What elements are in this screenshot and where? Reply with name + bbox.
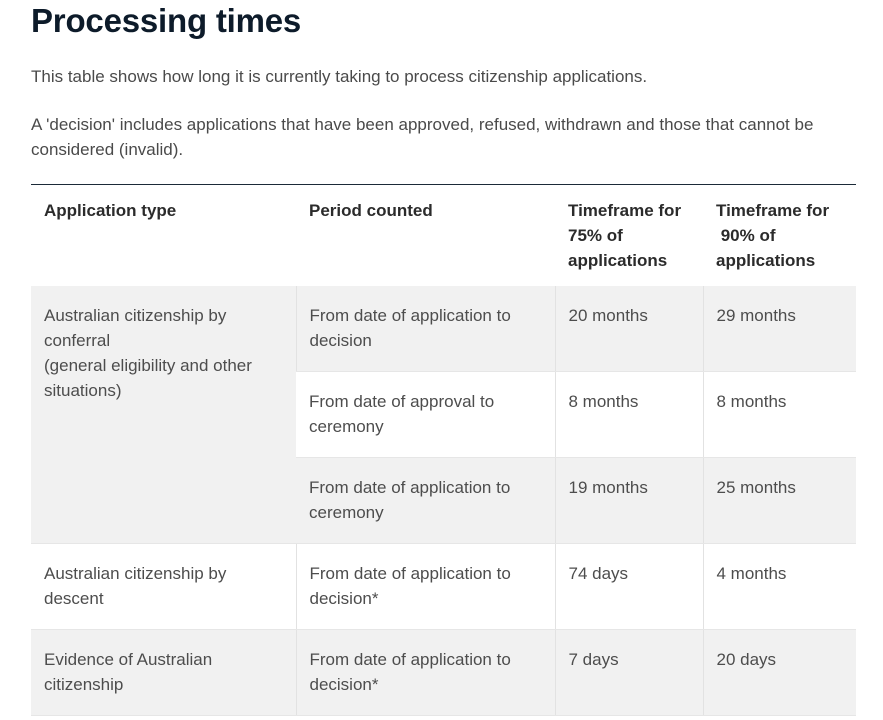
header-timeframe-75: Timeframe for 75% of applications [568, 201, 682, 270]
cell-timeframe-90: 20 days [702, 629, 856, 716]
cell-application-type: Australian citizenship by conferral (gen… [31, 286, 296, 544]
cell-period: From date of application to ceremony [296, 457, 555, 544]
table-row: From date of application to ceremony 19 … [31, 457, 856, 544]
cell-period: From date of approval to ceremony [296, 371, 555, 458]
cell-period: From date of application to decision* [295, 543, 555, 630]
cell-application-type: Evidence of Australian citizenship [31, 629, 296, 716]
cell-timeframe-90: 4 months [702, 543, 856, 630]
cell-timeframe-75: 74 days [554, 543, 703, 630]
cell-period: From date of application to decision [295, 286, 555, 372]
table-row: Australian citizenship by conferral (gen… [31, 286, 856, 544]
cell-timeframe-90: 8 months [702, 371, 856, 458]
table-header-row: Application type Period counted Timefram… [31, 185, 856, 287]
intro-text: This table shows how long it is currentl… [31, 67, 648, 86]
header-application-type: Application type [44, 201, 177, 220]
cell-timeframe-90: 25 months [702, 457, 856, 544]
cell-application-type: Australian citizenship by descent [31, 543, 296, 630]
cell-timeframe-75: 7 days [554, 629, 703, 716]
cell-timeframe-75: 19 months [554, 457, 703, 544]
cell-period: From date of application to decision* [295, 629, 555, 716]
cell-timeframe-90: 29 months [702, 286, 856, 372]
table-row: Australian citizenship by descent From d… [31, 543, 856, 630]
header-timeframe-90: Timeframe for 90% of applications [716, 201, 830, 270]
page-title: Processing times [31, 2, 302, 39]
cell-timeframe-75: 8 months [554, 371, 703, 458]
cell-timeframe-75: 20 months [554, 286, 703, 372]
processing-times-table: Application type Period counted Timefram… [31, 184, 856, 716]
table-row: From date of approval to ceremony 8 mont… [31, 371, 856, 458]
header-period-counted: Period counted [309, 201, 433, 220]
table-row: Evidence of Australian citizenship From … [31, 629, 856, 716]
decision-note: A 'decision' includes applications that … [31, 115, 814, 159]
